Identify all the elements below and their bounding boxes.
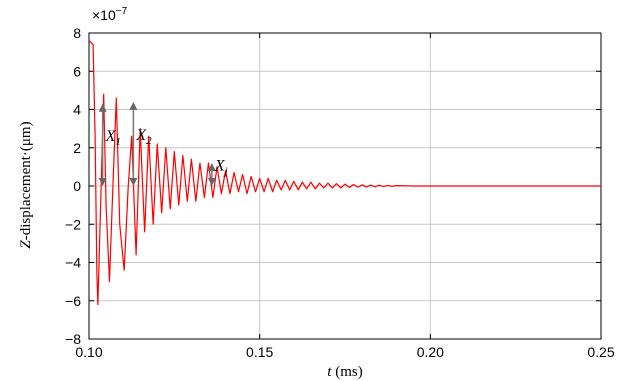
annotation-label-base: X <box>135 127 147 144</box>
y-tick-label: 2 <box>73 140 81 156</box>
y-tick-label: 8 <box>73 25 81 41</box>
x-tick-label: 0.25 <box>587 344 614 360</box>
y-axis-label-prefix: Z <box>18 240 34 249</box>
x-tick-label: 0.15 <box>246 344 273 360</box>
amplitude-annotation-1: X1 <box>98 103 121 186</box>
y-tick-label: −4 <box>65 255 81 271</box>
y-tick-label: 4 <box>73 102 81 118</box>
y-tick-label: −6 <box>65 293 81 309</box>
y-tick-label: −2 <box>65 216 81 232</box>
annotation-arrowhead-down <box>129 178 138 186</box>
annotation-label: X2 <box>135 127 152 147</box>
y-multiplier-exponent: −7 <box>116 6 128 17</box>
y-tick-label: 6 <box>73 63 81 79</box>
x-axis-label-variable: t <box>327 364 332 380</box>
annotation-label-base: X <box>214 158 226 175</box>
amplitude-annotation-j: Xj <box>207 158 228 186</box>
amplitude-annotation-2: X2 <box>129 101 152 186</box>
annotation-label-subscript: 2 <box>146 135 152 147</box>
y-axis-label-rest: -displacement·(μm) <box>18 121 34 240</box>
y-axis-label: Z-displacement·(μm) <box>18 121 34 248</box>
annotation-arrowhead-up <box>207 163 216 172</box>
annotation-arrowhead-up <box>98 103 107 112</box>
annotation-arrowhead-up <box>129 101 138 110</box>
x-tick-label: 0.20 <box>417 344 444 360</box>
annotation-label-subscript: j <box>223 166 228 178</box>
y-multiplier-base: ×10 <box>92 7 116 23</box>
series-line <box>88 40 601 306</box>
grid <box>89 33 601 339</box>
annotation-arrowhead-down <box>98 178 107 186</box>
axis-ticks: 0.10 0.15 0.20 0.25 −8 −6 −4 −2 0 2 4 6 8 <box>65 25 615 360</box>
annotation-label: X1 <box>105 128 121 148</box>
x-axis-label: t (ms) <box>327 364 362 380</box>
y-tick-label: 0 <box>73 178 81 194</box>
annotation-label-subscript: 1 <box>115 136 121 148</box>
annotation-arrowhead-down <box>207 178 216 186</box>
y-axis-multiplier: ×10−7 <box>92 6 128 23</box>
x-axis-label-unit: (ms) <box>331 364 362 380</box>
annotation-label-base: X <box>105 128 117 145</box>
annotation-label: Xj <box>214 158 228 178</box>
y-tick-label: −8 <box>65 331 81 347</box>
x-tick-label: 0.10 <box>75 344 102 360</box>
